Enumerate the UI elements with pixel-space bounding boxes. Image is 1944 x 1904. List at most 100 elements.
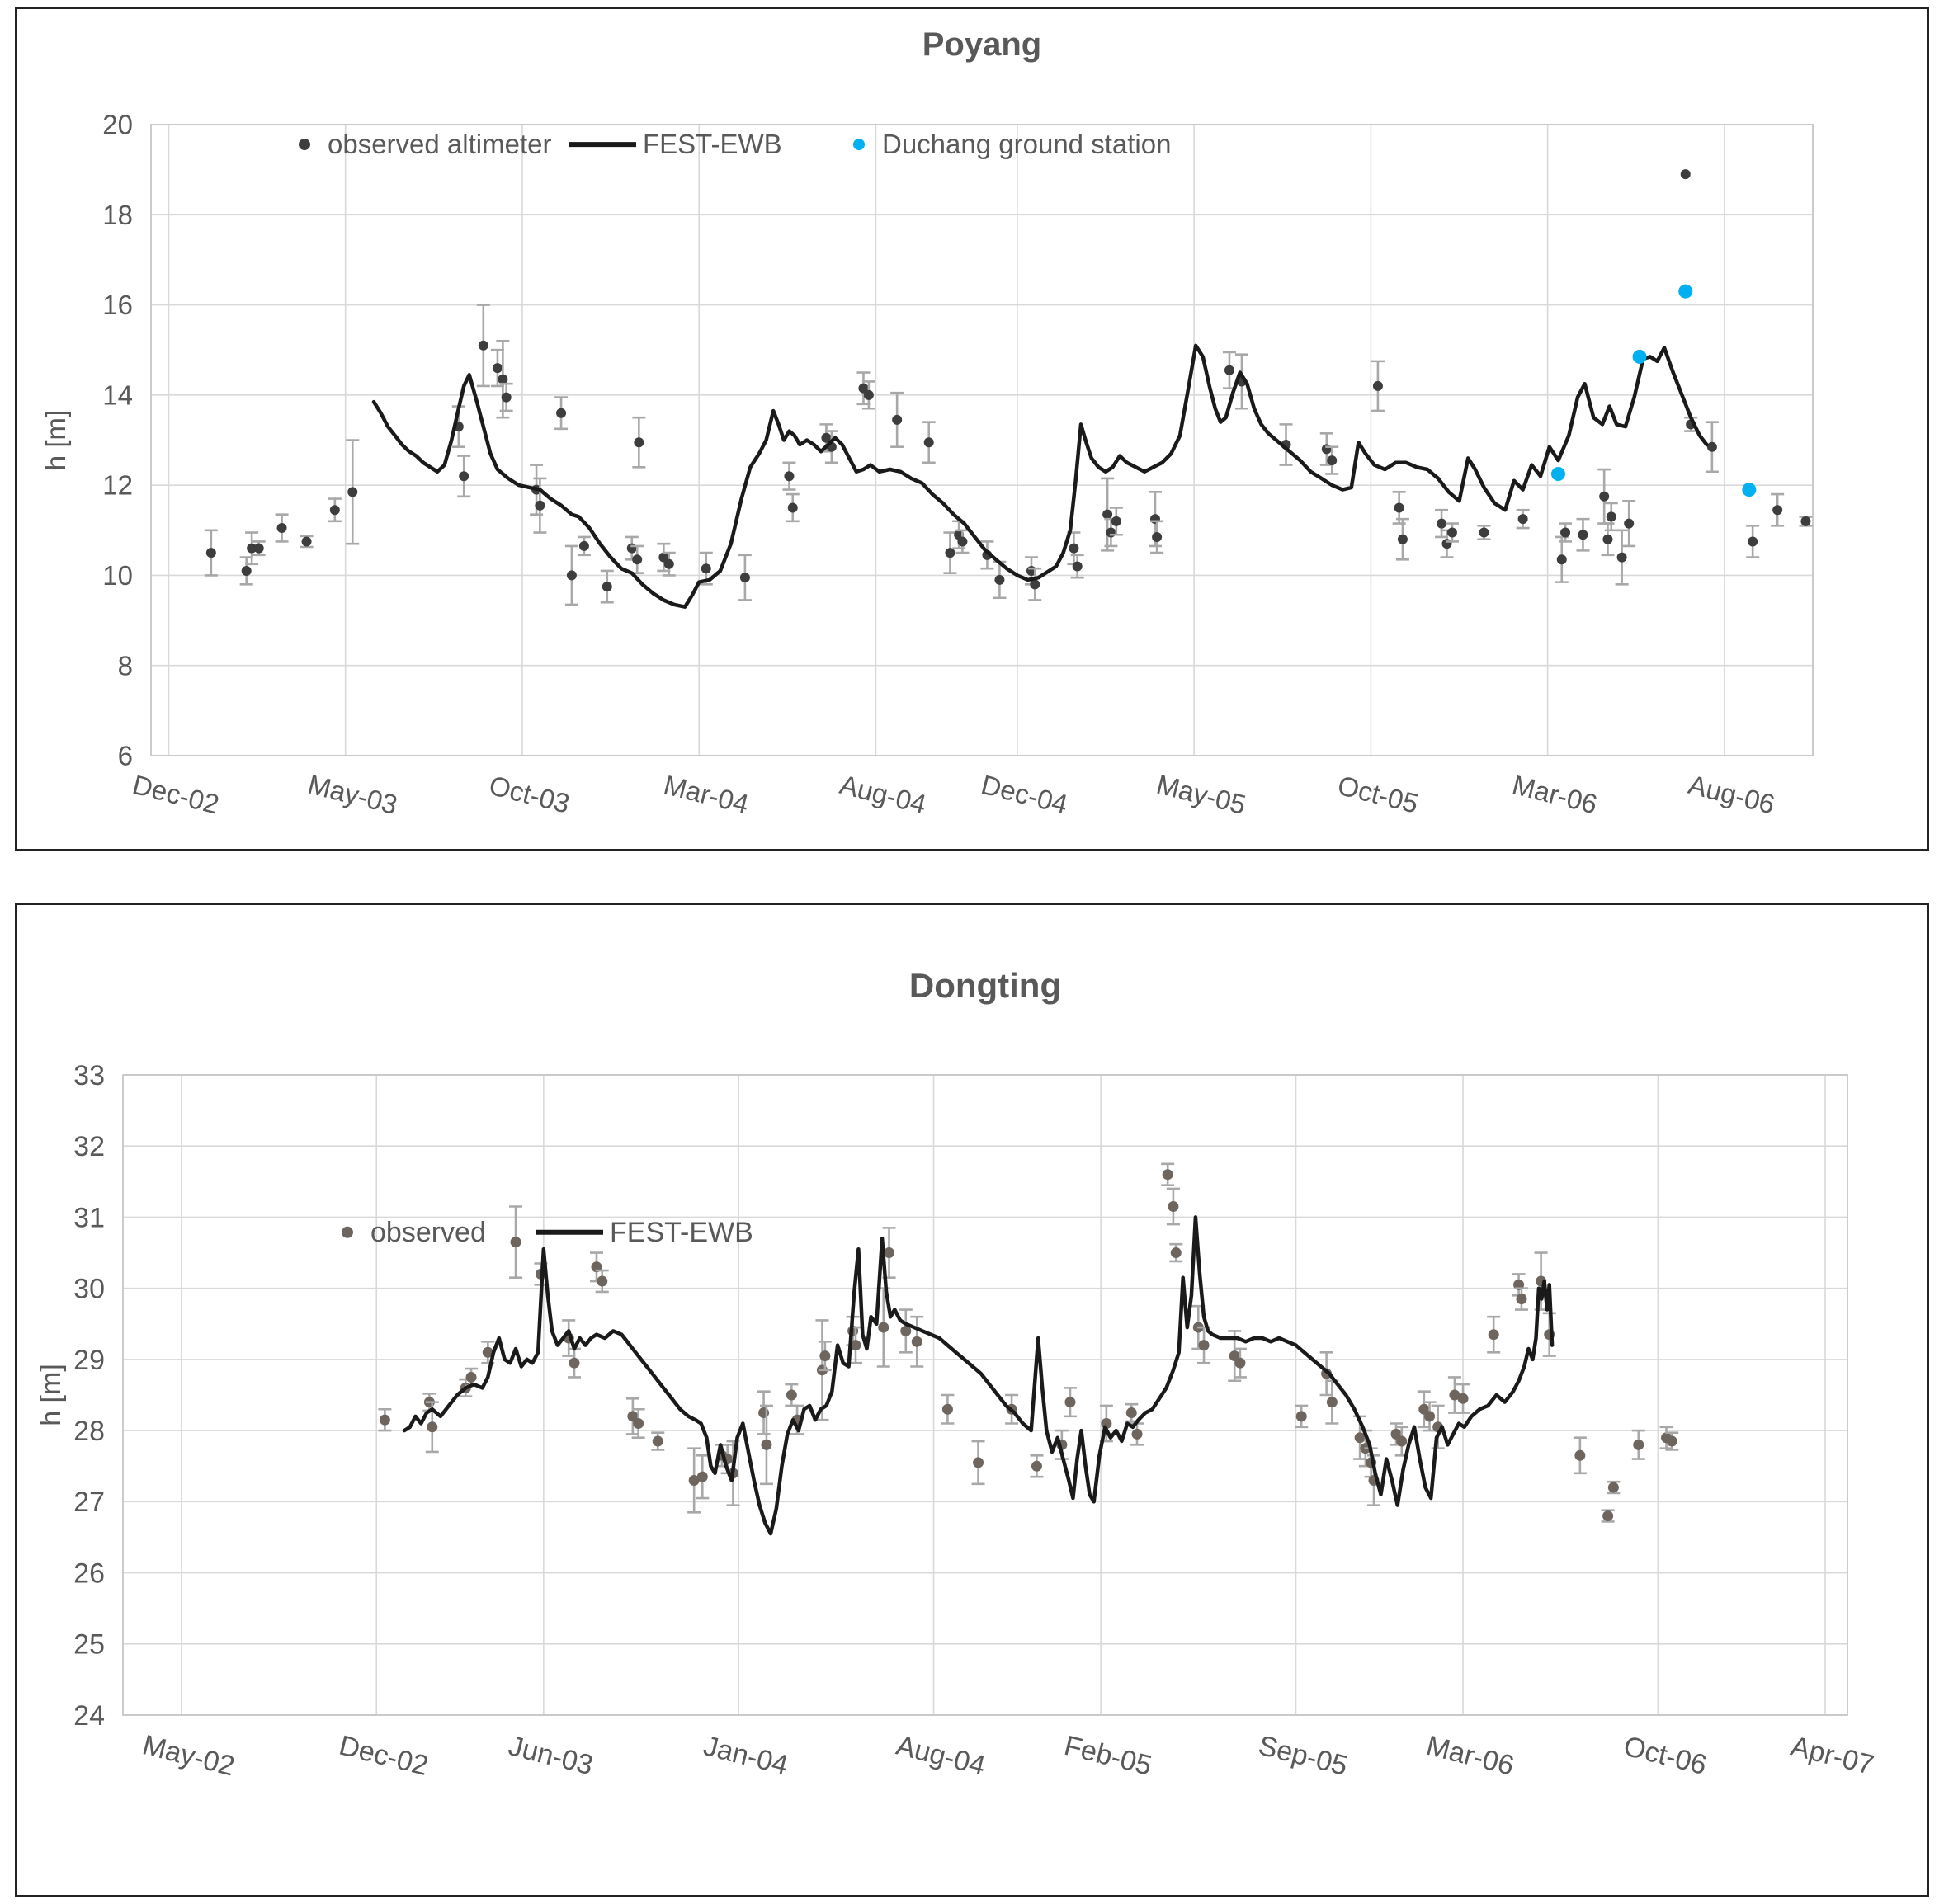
duchang-point [1742,483,1757,497]
x-tick-label: Sep-05 [1255,1730,1351,1782]
observed-point [1224,365,1234,375]
duchang-marker-icon [853,139,865,151]
observed-point [1449,1389,1460,1401]
observed-point [1111,516,1121,526]
observed-point [1168,1201,1179,1213]
observed-point [1488,1329,1499,1341]
y-tick-label: 10 [102,560,133,591]
y-tick-label: 26 [73,1558,105,1589]
x-tick-label: Dec-02 [130,769,222,820]
y-tick-label: 30 [73,1274,105,1305]
observed-point [569,1357,580,1369]
legend-label: observed [370,1217,486,1248]
observed-point [1321,444,1332,455]
duchang-point [1678,284,1693,299]
observed-point [1162,1169,1173,1181]
observed-point [761,1439,772,1450]
plot-frame [122,1074,1848,1716]
y-tick-label: 6 [118,741,133,771]
observed-point [1149,514,1160,525]
observed-point [498,374,508,384]
poyang-chart-panel: Poyang h [m] 20 18 16 14 12 10 8 6 Dec-02 May-03 Oct… [15,7,1929,851]
y-tick-label: 31 [73,1202,105,1233]
observed-point [602,582,612,592]
observed-point [1607,1482,1619,1493]
observed-point [1517,514,1528,525]
observed-point [1152,531,1163,542]
plot-frame [150,124,1814,756]
fest-ewb-line [402,1215,1555,1536]
chart-title: Poyang [922,26,1041,63]
observed-point [1602,534,1613,544]
observed-point [205,548,216,558]
observed-point [1031,1460,1042,1472]
observed-point [1599,491,1610,502]
observed-point [973,1457,984,1468]
observed-point [878,1322,889,1333]
observed-point [1666,1435,1677,1447]
observed-point [1560,527,1571,538]
y-tick-label: 27 [73,1487,105,1518]
observed-point [911,1336,922,1347]
observed-point [1424,1411,1436,1422]
observed-point [1574,1449,1586,1461]
legend-item: FEST-EWB [569,129,782,159]
observed-point [787,502,798,513]
observed-point [632,554,643,565]
x-tick-label: Mar-06 [1423,1730,1517,1782]
legend-item: observed altimeter [299,129,551,159]
observed-point [510,1237,521,1248]
observed-point [1446,527,1457,538]
observed-point [1706,441,1717,452]
observed-point [482,1346,493,1358]
y-tick-label: 29 [73,1345,105,1376]
observed-point [1234,1357,1246,1369]
x-tick-label: Jan-04 [701,1730,791,1781]
x-tick-label: Dec-02 [336,1730,432,1782]
observed-point [1131,1428,1143,1440]
observed-point [1441,539,1452,549]
dongting-chart-panel: Dongting h [m] 33 32 31 30 29 28 27 26 25 24 May-02 D… [15,903,1929,1897]
legend-label: Duchang ground station [882,129,1171,159]
observed-point [253,543,264,554]
x-tick-label: Feb-05 [1061,1730,1155,1782]
y-tick-label: 14 [102,379,133,410]
observed-point [634,437,644,448]
legend-item: observed [342,1217,486,1248]
dongting-chart: Dongting h [m] 33 32 31 30 29 28 27 26 25 24 May-02 D… [35,966,1877,1782]
observed-point [578,540,589,551]
observed-point [923,437,934,448]
observed-point [1437,518,1447,529]
y-tick-label: 25 [73,1629,105,1661]
observed-point [663,558,674,569]
observed-marker-icon [299,139,310,151]
x-tick-label: May-02 [139,1729,238,1782]
observed-point [465,1371,477,1383]
x-tick-label: Mar-04 [661,769,752,819]
y-tick-label: 24 [73,1700,105,1732]
observed-point [241,565,252,576]
y-tick-label: 33 [73,1060,105,1091]
duchang-point [1632,349,1647,364]
observed-point [1295,1411,1307,1422]
observed-point [1397,534,1408,544]
observed-point [535,500,545,511]
observed-point [1606,511,1616,522]
observed-point [1578,530,1588,540]
observed-point [1064,1397,1076,1408]
y-tick-label: 32 [73,1131,105,1162]
x-tick-label: May-05 [1154,769,1249,821]
legend-label: FEST-EWB [610,1217,753,1248]
x-tick-label: Aug-04 [837,769,929,820]
observed-point [301,536,312,547]
x-tick-label: Apr-07 [1788,1731,1877,1782]
observed-point [688,1474,700,1486]
observed-point [863,389,874,400]
x-tick-label: Dec-04 [979,769,1071,820]
x-tick-label: May-03 [305,769,401,821]
observed-point [1372,380,1383,391]
observed-point [900,1325,912,1336]
observed-point [427,1421,438,1433]
observed-point [1680,169,1691,180]
observed-point [1800,516,1811,526]
